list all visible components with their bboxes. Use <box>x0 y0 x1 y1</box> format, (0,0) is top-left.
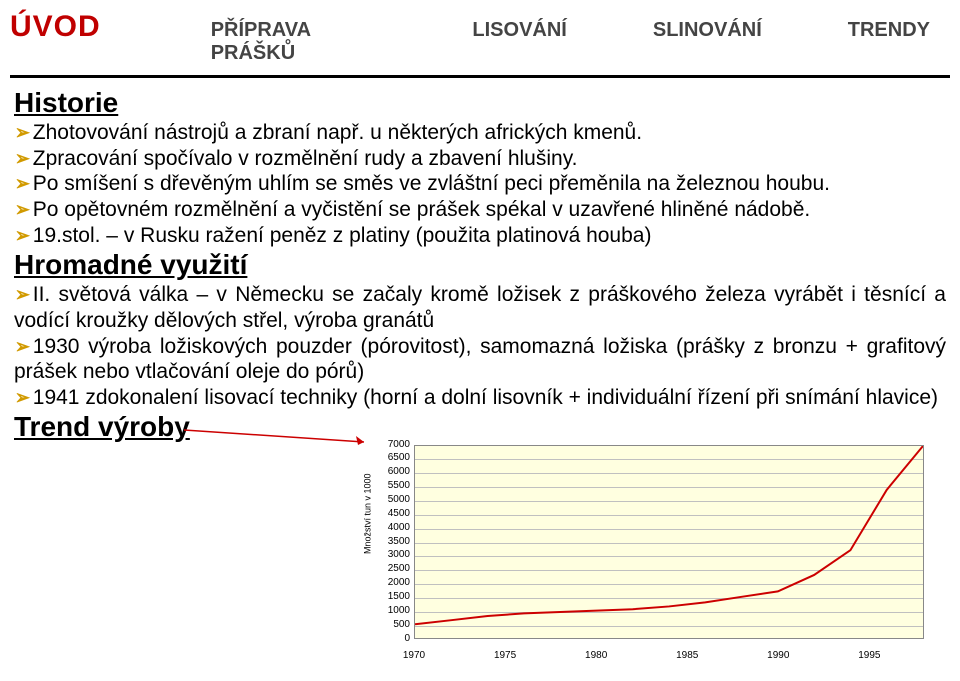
nav-heading[interactable]: ÚVOD <box>10 10 101 44</box>
bullet-text: 1941 zdokonalení lisovací techniky (horn… <box>33 386 938 409</box>
chart-xtick: 1980 <box>585 649 607 663</box>
bullet-item: ➢Po smíšení s dřevěným uhlím se směs ve … <box>14 171 946 197</box>
bullet-item: ➢Zpracování spočívalo v rozmělnění rudy … <box>14 146 946 172</box>
chevron-icon: ➢ <box>15 172 30 196</box>
chevron-icon: ➢ <box>15 224 30 248</box>
chart-ytick: 3000 <box>364 550 410 560</box>
bullet-item: ➢1941 zdokonalení lisovací techniky (hor… <box>14 385 946 411</box>
bullet-text: Zpracování spočívalo v rozmělnění rudy a… <box>33 147 578 170</box>
chart-ytick: 0 <box>364 634 410 644</box>
nav-items: PŘÍPRAVA PRÁŠKŮ LISOVÁNÍ SLINOVÁNÍ TREND… <box>101 19 940 65</box>
page-content: Historie ➢Zhotovování nástrojů a zbraní … <box>0 86 960 663</box>
nav-item-slinovani[interactable]: SLINOVÁNÍ <box>653 19 762 65</box>
chevron-icon: ➢ <box>15 147 30 171</box>
nav-item-trendy[interactable]: TRENDY <box>848 19 930 65</box>
chart-ytick: 4000 <box>364 523 410 533</box>
chart-ytick: 7000 <box>364 440 410 450</box>
bullet-item: ➢Zhotovování nástrojů a zbraní např. u n… <box>14 120 946 146</box>
bullet-item: ➢19.stol. – v Rusku ražení peněz z plati… <box>14 223 946 249</box>
chart-plot-area <box>414 445 924 639</box>
section-title-hromadne: Hromadné využití <box>14 248 946 282</box>
chart-ytick: 1500 <box>364 592 410 602</box>
chart-xtick: 1975 <box>494 649 516 663</box>
nav-item-prasky[interactable]: PŘÍPRAVA PRÁŠKŮ <box>211 19 387 65</box>
top-nav: ÚVOD PŘÍPRAVA PRÁŠKŮ LISOVÁNÍ SLINOVÁNÍ … <box>0 0 960 69</box>
chart-xtick: 1970 <box>403 649 425 663</box>
bullet-item: ➢1930 výroba ložiskových pouzder (pórovi… <box>14 334 946 385</box>
bullet-text: Zhotovování nástrojů a zbraní např. u ně… <box>33 121 642 144</box>
chart-xtick: 1985 <box>676 649 698 663</box>
arrow-icon <box>184 418 374 448</box>
chart-ytick: 5000 <box>364 495 410 505</box>
chevron-icon: ➢ <box>15 386 30 410</box>
chart-ytick: 500 <box>364 620 410 630</box>
bullet-text: 19.stol. – v Rusku ražení peněz z platin… <box>33 224 652 247</box>
bullet-item: ➢II. světová válka – v Německu se začaly… <box>14 282 946 333</box>
chart-ytick: 4500 <box>364 509 410 519</box>
nav-item-lisovani[interactable]: LISOVÁNÍ <box>472 19 566 65</box>
chevron-icon: ➢ <box>15 335 30 359</box>
chart-ytick: 2000 <box>364 578 410 588</box>
chart-xtick: 1995 <box>858 649 880 663</box>
bullet-text: 1930 výroba ložiskových pouzder (pórovit… <box>14 335 946 384</box>
nav-divider <box>10 75 950 78</box>
chart-ytick: 6500 <box>364 453 410 463</box>
chart-line <box>415 446 923 638</box>
section-title-trend: Trend výroby <box>14 410 190 444</box>
chart-ytick: 6000 <box>364 467 410 477</box>
section-title-historie: Historie <box>14 86 946 120</box>
bullet-text: Po smíšení s dřevěným uhlím se směs ve z… <box>33 172 830 195</box>
chart-ytick: 3500 <box>364 537 410 547</box>
trend-section: Trend výroby Množství tun v 1000 0500100… <box>14 410 946 662</box>
chevron-icon: ➢ <box>15 121 30 145</box>
chart-ytick: 2500 <box>364 564 410 574</box>
chevron-icon: ➢ <box>15 283 30 307</box>
bullet-item: ➢Po opětovném rozmělnění a vyčistění se … <box>14 197 946 223</box>
chevron-icon: ➢ <box>15 198 30 222</box>
chart-xtick: 1990 <box>767 649 789 663</box>
bullet-text: II. světová válka – v Německu se začaly … <box>14 283 946 332</box>
bullet-text: Po opětovném rozmělnění a vyčistění se p… <box>33 198 810 221</box>
chart-ytick: 5500 <box>364 481 410 491</box>
trend-chart: Množství tun v 1000 05001000150020002500… <box>364 445 924 663</box>
chart-ytick: 1000 <box>364 606 410 616</box>
